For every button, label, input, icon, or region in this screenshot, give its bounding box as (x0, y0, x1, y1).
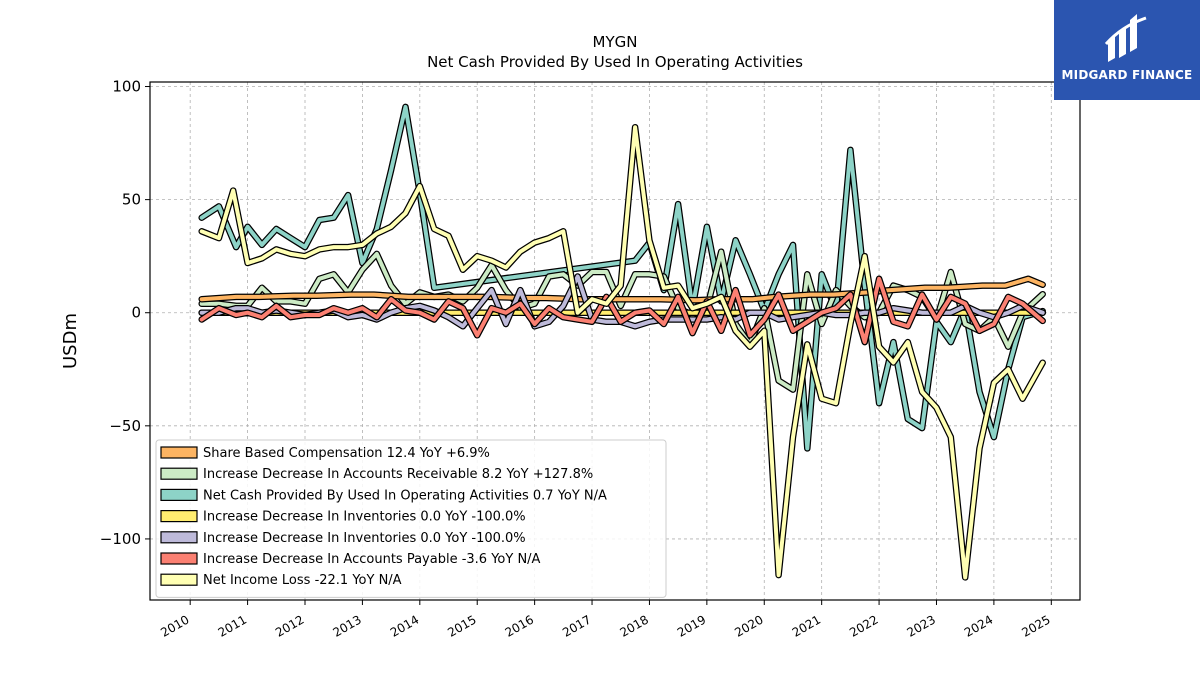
series-stroke (199, 276, 1045, 345)
y-axis-label: USDm (60, 313, 81, 369)
chart-subtitle: Net Cash Provided By Used In Operating A… (427, 53, 803, 71)
brand-name: MIDGARD FINANCE (1061, 68, 1193, 82)
y-tick-label: −50 (109, 417, 141, 435)
x-tick-label: 2011 (216, 612, 249, 639)
legend-label: Net Income Loss -22.1 YoY N/A (203, 573, 402, 588)
x-tick-label: 2012 (273, 612, 306, 639)
x-tick-label: 2018 (617, 612, 650, 639)
x-tick-label: 2013 (330, 612, 363, 639)
legend: Share Based Compensation 12.4 YoY +6.9% I… (155, 439, 667, 598)
brand-logo: MIDGARD FINANCE (1054, 0, 1200, 100)
x-tick-label: 2017 (560, 612, 593, 639)
x-tick-label: 2015 (445, 612, 478, 639)
x-tick-label: 2021 (790, 612, 823, 639)
plot-frame (149, 81, 1081, 601)
x-tick-label: 2024 (962, 612, 995, 639)
chart-title: MYGN (593, 33, 638, 51)
y-axis: 100 50 0 −50 −100 (100, 78, 150, 548)
series-line-0 (198, 275, 1046, 304)
legend-swatch (160, 488, 198, 501)
legend-swatch (160, 467, 198, 480)
series-line-6 (198, 123, 1046, 581)
x-axis: 2010 2011 2012 2013 2014 2015 2016 2017 2018 2019… (158, 600, 1053, 640)
series-line-2 (198, 103, 1046, 452)
x-tick-label: 2020 (732, 612, 765, 639)
series-layer (198, 103, 1046, 581)
legend-swatch (160, 552, 198, 565)
legend-box (155, 439, 667, 598)
y-tick-label: 50 (122, 191, 141, 209)
x-tick-label: 2014 (388, 612, 421, 639)
x-tick-label: 2025 (1019, 612, 1052, 639)
legend-swatch (160, 573, 198, 586)
series-line-5 (198, 275, 1046, 346)
x-tick-label: 2016 (503, 612, 536, 639)
series-stroke (199, 276, 1045, 303)
legend-label: Increase Decrease In Inventories 0.0 YoY… (203, 510, 526, 525)
legend-swatch (160, 531, 198, 544)
legend-swatch (160, 446, 198, 459)
legend-label: Increase Decrease In Accounts Payable -3… (203, 552, 541, 567)
x-tick-label: 2010 (158, 612, 191, 639)
y-tick-label: 100 (112, 78, 141, 96)
x-tick-label: 2023 (905, 612, 938, 639)
legend-label: Share Based Compensation 12.4 YoY +6.9% (203, 446, 490, 461)
legend-label: Net Cash Provided By Used In Operating A… (203, 488, 607, 503)
midgard-logo-icon (1104, 14, 1147, 62)
legend-swatch (160, 510, 198, 523)
series-stroke (199, 125, 1045, 580)
y-tick-label: −100 (100, 530, 141, 548)
series-stroke (199, 104, 1045, 451)
x-tick-label: 2019 (675, 612, 708, 639)
legend-label: Increase Decrease In Accounts Receivable… (203, 467, 593, 482)
y-tick-label: 0 (131, 304, 141, 322)
x-tick-label: 2022 (847, 612, 880, 639)
legend-label: Increase Decrease In Inventories 0.0 YoY… (203, 531, 526, 546)
